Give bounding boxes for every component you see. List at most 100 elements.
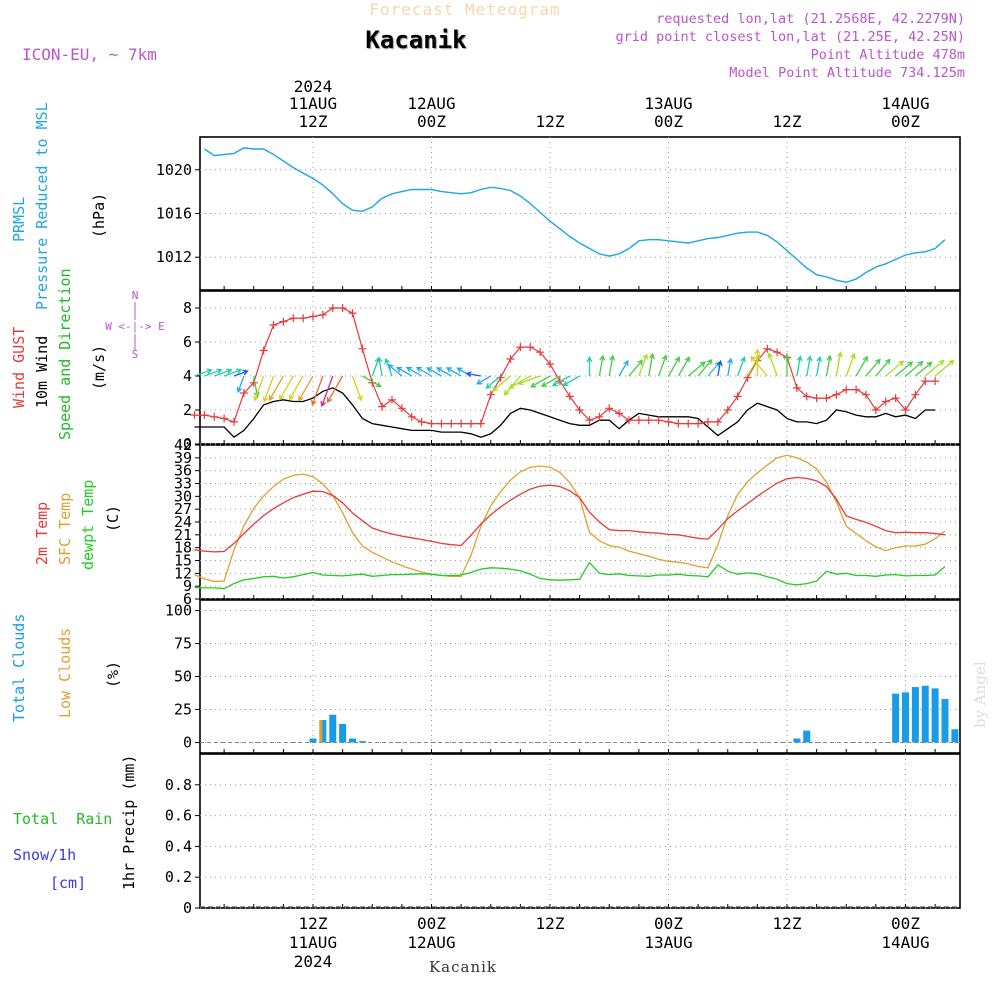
wind-direction-arrow (415, 366, 432, 377)
wind-direction-arrow (253, 375, 260, 399)
total-clouds-bar (793, 738, 801, 743)
wind-gust-point (911, 390, 920, 399)
y-tick-label: 30 (174, 487, 192, 505)
wind-gust-point (536, 348, 545, 357)
wind-gust-point (447, 419, 456, 428)
wind-gust-point (397, 404, 406, 413)
wind-gust-line (194, 307, 936, 425)
wind-direction-arrow (806, 355, 813, 377)
top-hour-label: 12Z (536, 112, 565, 131)
bottom-hour-label: 00Z (891, 914, 920, 933)
wind-gust-point (516, 343, 525, 352)
wind-direction-arrow (253, 375, 265, 402)
footer-location: Kacanik (429, 958, 497, 976)
y-tick-label: 9 (183, 577, 192, 595)
wind-gust-point (684, 419, 693, 428)
total-clouds-bar (329, 714, 337, 743)
wind-gust-point (625, 416, 633, 425)
total-clouds-bar (349, 738, 356, 743)
y-tick-label: 36 (174, 462, 192, 480)
wind-direction-arrow (767, 352, 778, 377)
wind-gust-point (832, 390, 841, 399)
wind-gust-point (901, 406, 910, 414)
wind-direction-arrow (638, 353, 649, 377)
wind-direction-arrow (608, 354, 616, 377)
wind-direction-arrow (362, 375, 382, 388)
wind-direction-arrow (320, 375, 334, 408)
wind-gust-point (812, 394, 821, 403)
y-tick-label: 0.8 (165, 776, 192, 794)
wind-10m-label: 10m Wind (33, 336, 51, 408)
compass-legend: N W <-|-> E S (105, 289, 165, 361)
wind-direction-arrow (551, 375, 571, 387)
wind-gust-point (881, 397, 890, 406)
wind-gust-point (407, 412, 416, 421)
wind-direction-arrow (541, 375, 561, 387)
wind-gust-point (457, 419, 466, 428)
y-tick-label: 42 (174, 436, 192, 454)
total-clouds-bar (319, 720, 327, 743)
wind-gust-point (437, 419, 446, 428)
snow-cm-label: [cm] (50, 874, 86, 892)
wind-gust-point (506, 355, 515, 363)
y-tick-label: 0 (183, 435, 192, 453)
temp-dew-label: dewpt Temp (79, 480, 97, 570)
y-tick-label: 18 (174, 539, 192, 557)
wind-direction-arrow (384, 357, 393, 377)
y-tick-label: 50 (174, 668, 192, 686)
y-tick-label: 27 (174, 500, 192, 518)
bottom-hour-label: 12Z (773, 914, 802, 933)
y-tick-label: 1012 (156, 248, 192, 266)
wind-direction-arrow (815, 355, 823, 377)
wind-direction-arrow (445, 367, 462, 377)
wind-unit: (m/s) (90, 345, 108, 390)
y-tick-label: 39 (174, 449, 192, 467)
wind-direction-arrow (204, 368, 223, 377)
wind-gust-point (921, 377, 930, 386)
wind-gust-point (279, 317, 288, 326)
bottom-date-label: 12AUG (407, 933, 455, 952)
bottom-hour-label: 12Z (536, 914, 565, 933)
wind-gust-point (546, 360, 554, 369)
wind-gust-point (358, 344, 367, 353)
wind-gust-point (269, 321, 278, 329)
total-clouds-bar (902, 692, 909, 743)
y-tick-label: 1016 (156, 205, 192, 223)
credit-text: by Angel (971, 661, 989, 728)
wind-gust-point (585, 416, 594, 425)
y-tick-label: 0.6 (165, 807, 192, 825)
wind-direction-arrow (875, 358, 891, 377)
wind-direction-arrow (396, 366, 413, 377)
compass-n: N (132, 289, 139, 302)
wind-direction-arrow (326, 375, 344, 404)
wind-direction-arrow (648, 352, 655, 377)
wind-gust-point (239, 389, 248, 397)
y-tick-label: 0.2 (165, 868, 192, 886)
total-clouds-bar (309, 738, 317, 743)
bottom-date-label: 11AUG (289, 933, 337, 952)
wind-direction-arrow (905, 360, 924, 377)
wind-direction-arrow (687, 361, 706, 377)
precip-panel: 0 0.2 0.4 0.6 0.8 (165, 753, 961, 917)
wind-gust-point (565, 392, 574, 401)
wind-gust-point (664, 417, 673, 426)
wind-gust-point (299, 314, 308, 323)
wind-direction-arrow (214, 368, 233, 377)
product-title: Forecast Meteogram (369, 0, 560, 19)
wind-direction-arrow (598, 354, 606, 377)
wind-direction-arrow (716, 359, 723, 377)
y-tick-label: 33 (174, 475, 192, 493)
top-hour-label: 12Z (773, 112, 802, 131)
wind-gust-point (289, 314, 298, 323)
wind-gust-point (605, 404, 614, 413)
gridpoint-coords: grid point closest lon,lat (21.25E, 42.2… (616, 29, 966, 45)
wind-direction-arrow (855, 355, 868, 377)
wind-direction-arrow (387, 363, 403, 377)
wind-gust-point (318, 310, 327, 319)
temp-2m-line (194, 476, 946, 553)
wind-direction-arrow (426, 367, 442, 377)
dewpt-line (194, 561, 946, 590)
wind-gust-point (388, 395, 396, 404)
wind-direction-arrow (796, 355, 803, 377)
y-tick-label: 21 (174, 526, 192, 544)
